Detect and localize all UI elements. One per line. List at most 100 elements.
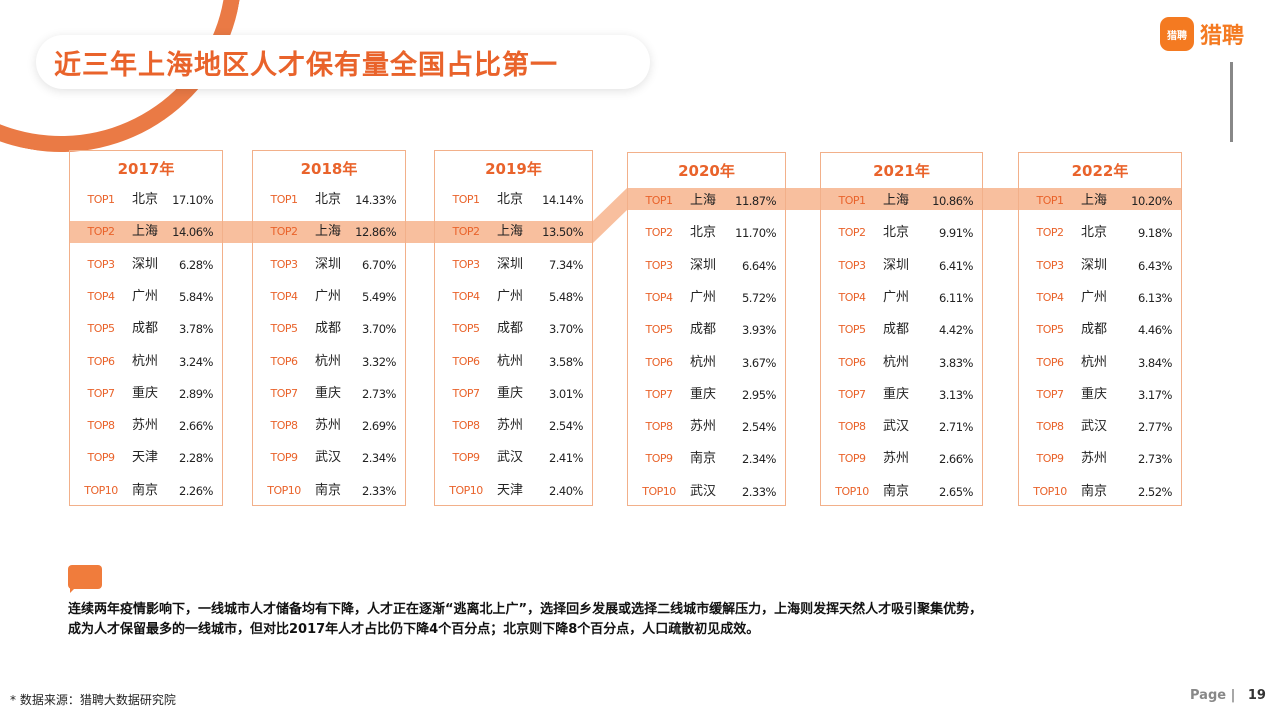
ranking-row: TOP1 上海 10.20% xyxy=(1019,189,1181,213)
share-percent: 2.73% xyxy=(361,386,397,401)
city-name: 成都 xyxy=(131,321,158,337)
rank-label: TOP3 xyxy=(270,257,298,271)
year-table: 2019年 TOP1 北京 14.14% TOP2 上海 13.50% TOP3 深圳 7.34%… xyxy=(434,150,593,506)
year-title: 2020年 xyxy=(678,162,735,180)
city-name: 杭州 xyxy=(1080,354,1107,370)
share-percent: 10.20% xyxy=(1131,194,1172,208)
year-table: 2017年 TOP1 北京 17.10% TOP2 上海 14.06% TOP3 深圳 6.28%… xyxy=(69,150,223,506)
share-percent: 2.65% xyxy=(938,484,974,499)
city-name: 武汉 xyxy=(1080,419,1107,435)
rank-label: TOP6 xyxy=(838,355,866,369)
year-table: 2022年 TOP1 上海 10.20% TOP2 北京 9.18% TOP3 深圳 6.43% T… xyxy=(1018,152,1182,506)
ranking-row: TOP5 成都 3.93% xyxy=(628,318,785,342)
city-name: 广州 xyxy=(882,289,909,305)
rank-label: TOP10 xyxy=(267,483,301,497)
ranking-row: TOP2 上海 12.86% xyxy=(253,220,405,244)
rank-label: TOP2 xyxy=(452,225,480,239)
ranking-row: TOP10 天津 2.40% xyxy=(435,479,592,503)
rank-label: TOP9 xyxy=(87,451,115,465)
share-percent: 2.41% xyxy=(548,451,584,466)
city-name: 重庆 xyxy=(1080,386,1107,402)
year-title: 2018年 xyxy=(300,160,358,178)
city-name: 成都 xyxy=(496,321,523,337)
rank-label: TOP10 xyxy=(642,484,676,498)
ranking-row: TOP4 广州 5.49% xyxy=(253,285,405,309)
ranking-row: TOP10 武汉 2.33% xyxy=(628,480,785,504)
share-percent: 10.86% xyxy=(932,194,973,208)
ranking-row: TOP10 南京 2.65% xyxy=(821,480,982,504)
ranking-row: TOP7 重庆 2.73% xyxy=(253,382,405,406)
city-name: 深圳 xyxy=(496,256,523,272)
ranking-row: TOP3 深圳 6.41% xyxy=(821,254,982,278)
share-percent: 2.54% xyxy=(548,419,584,434)
ranking-row: TOP1 北京 17.10% xyxy=(70,188,222,212)
ranking-row: TOP2 北京 9.18% xyxy=(1019,221,1181,245)
share-percent: 6.43% xyxy=(1137,258,1173,273)
share-percent: 5.72% xyxy=(741,290,777,305)
rank-label: TOP6 xyxy=(270,354,298,368)
ranking-row: TOP10 南京 2.52% xyxy=(1019,480,1181,504)
rank-label: TOP2 xyxy=(645,226,673,240)
share-percent: 9.18% xyxy=(1137,226,1173,241)
share-percent: 2.69% xyxy=(361,419,397,434)
rank-label: TOP1 xyxy=(1036,194,1064,207)
rank-label: TOP3 xyxy=(838,258,866,272)
rank-label: TOP8 xyxy=(270,419,298,433)
share-percent: 6.64% xyxy=(741,258,777,273)
liepin-logo: 猎聘 猎聘 xyxy=(1160,17,1244,51)
rank-label: TOP4 xyxy=(87,289,115,303)
city-name: 武汉 xyxy=(314,450,341,466)
ranking-row: TOP3 深圳 7.34% xyxy=(435,253,592,277)
divider-line xyxy=(1230,62,1233,142)
ranking-row: TOP5 成都 3.70% xyxy=(253,317,405,341)
share-percent: 3.93% xyxy=(741,323,777,338)
city-name: 天津 xyxy=(496,482,523,498)
data-source-note: * 数据来源：猎聘大数据研究院 xyxy=(10,693,176,707)
rank-label: TOP5 xyxy=(87,322,115,336)
city-name: 成都 xyxy=(314,321,341,337)
share-percent: 2.66% xyxy=(938,452,974,467)
page-indicator: Page | 19 xyxy=(1190,688,1266,703)
city-name: 杭州 xyxy=(314,353,341,369)
share-percent: 7.34% xyxy=(548,257,584,272)
ranking-row: TOP2 北京 9.91% xyxy=(821,221,982,245)
city-name: 苏州 xyxy=(882,451,909,467)
share-percent: 6.70% xyxy=(361,257,397,272)
share-percent: 2.77% xyxy=(1137,420,1173,435)
year-title: 2021年 xyxy=(873,162,930,180)
rank-label: TOP7 xyxy=(270,386,298,400)
city-name: 广州 xyxy=(496,288,523,304)
rank-label: TOP4 xyxy=(1036,290,1064,304)
rank-label: TOP9 xyxy=(270,451,298,465)
ranking-row: TOP1 上海 11.87% xyxy=(628,189,785,213)
ranking-row: TOP9 南京 2.34% xyxy=(628,447,785,471)
share-percent: 3.70% xyxy=(361,322,397,337)
share-percent: 3.01% xyxy=(548,386,584,401)
rank-label: TOP1 xyxy=(87,193,115,206)
rank-label: TOP5 xyxy=(645,323,673,337)
rank-label: TOP5 xyxy=(270,322,298,336)
share-percent: 2.28% xyxy=(178,451,214,466)
city-name: 苏州 xyxy=(496,418,523,434)
ranking-row: TOP7 重庆 3.01% xyxy=(435,382,592,406)
share-percent: 11.70% xyxy=(735,226,776,241)
share-percent: 3.32% xyxy=(361,354,397,369)
share-percent: 2.71% xyxy=(938,420,974,435)
ranking-row: TOP8 武汉 2.71% xyxy=(821,415,982,439)
year-title: 2022年 xyxy=(1071,162,1129,180)
share-percent: 6.28% xyxy=(178,257,214,272)
ranking-row: TOP2 北京 11.70% xyxy=(628,221,785,245)
share-percent: 6.41% xyxy=(938,258,974,273)
rank-label: TOP5 xyxy=(1036,323,1064,337)
city-name: 北京 xyxy=(1080,225,1107,241)
city-name: 深圳 xyxy=(314,256,341,272)
share-percent: 3.24% xyxy=(178,354,214,369)
ranking-row: TOP3 深圳 6.28% xyxy=(70,253,222,277)
logo-text: 猎聘 xyxy=(1200,24,1245,49)
year-title: 2019年 xyxy=(485,160,542,178)
city-name: 北京 xyxy=(496,192,523,207)
rank-label: TOP1 xyxy=(838,194,866,207)
ranking-row: TOP7 重庆 2.95% xyxy=(628,383,785,407)
ranking-row: TOP3 深圳 6.70% xyxy=(253,253,405,277)
